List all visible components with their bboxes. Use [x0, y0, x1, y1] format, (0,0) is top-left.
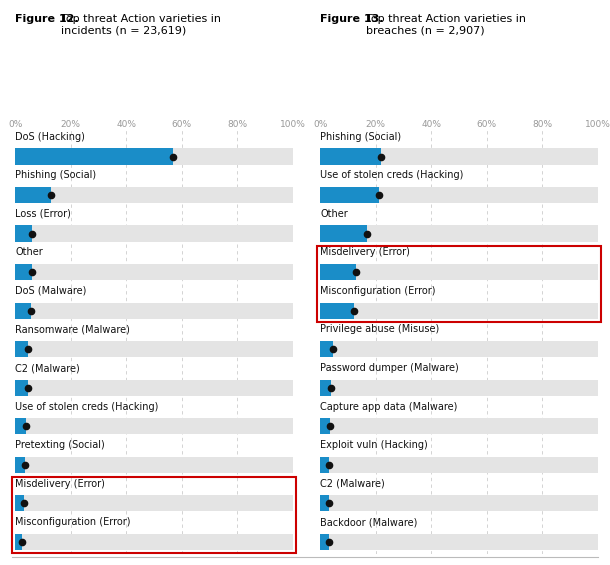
- Text: Top threat Action varieties in
breaches (n = 2,907): Top threat Action varieties in breaches …: [366, 14, 526, 36]
- Bar: [15, 380, 293, 395]
- Text: Figure 12.: Figure 12.: [15, 14, 79, 24]
- Bar: [320, 187, 598, 203]
- Bar: [15, 380, 27, 395]
- Bar: [15, 341, 27, 357]
- Bar: [15, 225, 293, 242]
- Bar: [320, 418, 598, 434]
- Bar: [15, 225, 32, 242]
- Bar: [15, 187, 293, 203]
- Bar: [15, 264, 32, 280]
- Text: Other: Other: [320, 209, 348, 219]
- Bar: [320, 380, 598, 395]
- Bar: [320, 264, 598, 280]
- Bar: [320, 149, 598, 164]
- Bar: [320, 302, 598, 319]
- Text: Misdelivery (Error): Misdelivery (Error): [15, 479, 105, 489]
- Text: Capture app data (Malware): Capture app data (Malware): [320, 402, 458, 411]
- Bar: [320, 457, 329, 473]
- Bar: [320, 225, 598, 242]
- Bar: [15, 418, 293, 434]
- Bar: [320, 225, 367, 242]
- Text: Phishing (Social): Phishing (Social): [15, 171, 96, 180]
- Bar: [15, 149, 293, 164]
- Bar: [12, 477, 296, 553]
- Text: C2 (Malware): C2 (Malware): [320, 479, 385, 489]
- Text: Misconfiguration (Error): Misconfiguration (Error): [320, 286, 436, 296]
- Bar: [15, 341, 293, 357]
- Bar: [15, 495, 293, 511]
- Bar: [320, 418, 330, 434]
- Text: DoS (Hacking): DoS (Hacking): [15, 132, 85, 142]
- Bar: [15, 149, 173, 164]
- Bar: [15, 534, 293, 550]
- Bar: [320, 302, 354, 319]
- Bar: [15, 302, 293, 319]
- Text: Loss (Error): Loss (Error): [15, 209, 71, 219]
- Bar: [15, 534, 22, 550]
- Bar: [320, 495, 598, 511]
- Text: Password dumper (Malware): Password dumper (Malware): [320, 363, 459, 373]
- Text: Figure 13.: Figure 13.: [320, 14, 384, 24]
- Bar: [320, 149, 381, 164]
- Text: Other: Other: [15, 247, 43, 258]
- Bar: [320, 187, 379, 203]
- Bar: [317, 246, 601, 322]
- Text: Pretexting (Social): Pretexting (Social): [15, 440, 105, 450]
- Bar: [15, 457, 293, 473]
- Text: Privilege abuse (Misuse): Privilege abuse (Misuse): [320, 324, 439, 334]
- Text: Misconfiguration (Error): Misconfiguration (Error): [15, 517, 131, 527]
- Text: Exploit vuln (Hacking): Exploit vuln (Hacking): [320, 440, 428, 450]
- Bar: [320, 534, 598, 550]
- Bar: [15, 457, 25, 473]
- Text: Misdelivery (Error): Misdelivery (Error): [320, 247, 410, 258]
- Text: Phishing (Social): Phishing (Social): [320, 132, 401, 142]
- Bar: [320, 495, 329, 511]
- Bar: [320, 380, 331, 395]
- Text: Backdoor (Malware): Backdoor (Malware): [320, 517, 418, 527]
- Bar: [15, 495, 24, 511]
- Bar: [320, 457, 598, 473]
- Bar: [15, 302, 30, 319]
- Text: C2 (Malware): C2 (Malware): [15, 363, 80, 373]
- Bar: [320, 264, 356, 280]
- Bar: [15, 264, 293, 280]
- Text: Use of stolen creds (Hacking): Use of stolen creds (Hacking): [320, 171, 464, 180]
- Bar: [15, 418, 26, 434]
- Bar: [15, 187, 51, 203]
- Text: DoS (Malware): DoS (Malware): [15, 286, 87, 296]
- Bar: [320, 341, 598, 357]
- Bar: [320, 534, 329, 550]
- Text: Top threat Action varieties in
incidents (n = 23,619): Top threat Action varieties in incidents…: [61, 14, 221, 36]
- Bar: [320, 341, 332, 357]
- Text: Use of stolen creds (Hacking): Use of stolen creds (Hacking): [15, 402, 159, 411]
- Text: Ransomware (Malware): Ransomware (Malware): [15, 324, 130, 334]
